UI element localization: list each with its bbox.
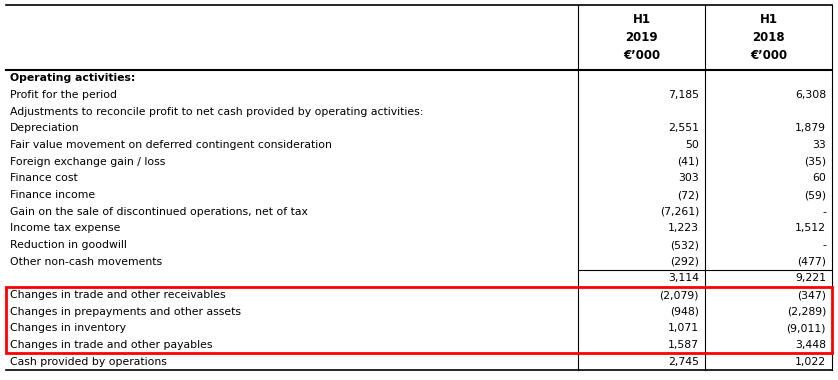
Text: Changes in trade and other payables: Changes in trade and other payables — [10, 340, 213, 350]
Text: Fair value movement on deferred contingent consideration: Fair value movement on deferred continge… — [10, 140, 332, 150]
Text: Profit for the period: Profit for the period — [10, 90, 117, 100]
Text: (72): (72) — [677, 190, 699, 200]
Text: (41): (41) — [677, 157, 699, 167]
Text: Income tax expense: Income tax expense — [10, 223, 121, 233]
Text: -: - — [822, 240, 826, 250]
Text: 1,587: 1,587 — [668, 340, 699, 350]
Text: H1
2018
€’000: H1 2018 €’000 — [750, 13, 787, 62]
Text: 2,551: 2,551 — [668, 124, 699, 133]
Text: Gain on the sale of discontinued operations, net of tax: Gain on the sale of discontinued operati… — [10, 207, 308, 217]
Text: Foreign exchange gain / loss: Foreign exchange gain / loss — [10, 157, 165, 167]
Text: Changes in prepayments and other assets: Changes in prepayments and other assets — [10, 307, 241, 317]
Text: Operating activities:: Operating activities: — [10, 73, 136, 83]
Text: Adjustments to reconcile profit to net cash provided by operating activities:: Adjustments to reconcile profit to net c… — [10, 107, 423, 117]
Text: (477): (477) — [797, 256, 826, 267]
Bar — [6, 287, 832, 353]
Text: 33: 33 — [812, 140, 826, 150]
Text: 50: 50 — [685, 140, 699, 150]
Text: Depreciation: Depreciation — [10, 124, 80, 133]
Text: Other non-cash movements: Other non-cash movements — [10, 256, 162, 267]
Text: (347): (347) — [797, 290, 826, 300]
Text: (9,011): (9,011) — [787, 323, 826, 333]
Text: (948): (948) — [670, 307, 699, 317]
Text: (35): (35) — [804, 157, 826, 167]
Text: 6,308: 6,308 — [795, 90, 826, 100]
Text: H1
2019
€’000: H1 2019 €’000 — [623, 13, 660, 62]
Text: 1,071: 1,071 — [668, 323, 699, 333]
Text: (2,289): (2,289) — [787, 307, 826, 317]
Text: 1,022: 1,022 — [795, 357, 826, 367]
Text: (2,079): (2,079) — [660, 290, 699, 300]
Text: 2,745: 2,745 — [668, 357, 699, 367]
Text: 7,185: 7,185 — [668, 90, 699, 100]
Text: (7,261): (7,261) — [660, 207, 699, 217]
Text: 303: 303 — [678, 173, 699, 183]
Text: Changes in inventory: Changes in inventory — [10, 323, 126, 333]
Text: 1,512: 1,512 — [795, 223, 826, 233]
Text: Finance income: Finance income — [10, 190, 96, 200]
Text: (59): (59) — [804, 190, 826, 200]
Text: 9,221: 9,221 — [795, 273, 826, 283]
Text: (532): (532) — [670, 240, 699, 250]
Text: 3,448: 3,448 — [795, 340, 826, 350]
Text: Finance cost: Finance cost — [10, 173, 78, 183]
Text: 1,223: 1,223 — [668, 223, 699, 233]
Text: Reduction in goodwill: Reduction in goodwill — [10, 240, 127, 250]
Text: 60: 60 — [812, 173, 826, 183]
Text: Cash provided by operations: Cash provided by operations — [10, 357, 167, 367]
Text: -: - — [822, 207, 826, 217]
Text: 1,879: 1,879 — [795, 124, 826, 133]
Text: Changes in trade and other receivables: Changes in trade and other receivables — [10, 290, 225, 300]
Text: 3,114: 3,114 — [668, 273, 699, 283]
Text: (292): (292) — [670, 256, 699, 267]
